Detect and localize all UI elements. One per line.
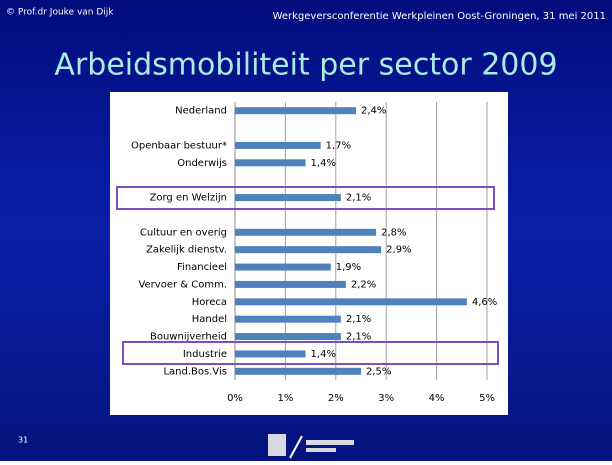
bar <box>235 280 346 288</box>
y-tick-label: Onderwijs <box>177 158 227 169</box>
page-number: 31 <box>18 436 28 445</box>
data-label: 2,1% <box>346 314 371 325</box>
x-tick-label: 4% <box>429 393 445 404</box>
bar <box>235 246 382 254</box>
highlight-box <box>116 186 495 210</box>
bar <box>235 298 467 306</box>
y-tick-label: Handel <box>192 314 227 325</box>
bar <box>235 333 341 341</box>
y-tick-label: Zakelijk dienstv. <box>146 245 227 256</box>
header-right: Werkgeversconferentie Werkpleinen Oost-G… <box>273 11 606 22</box>
data-label: 2,8% <box>381 227 406 238</box>
bar <box>235 141 321 149</box>
data-label: 2,1% <box>346 332 371 343</box>
y-tick-label: Nederland <box>175 106 227 117</box>
data-label: 1,9% <box>336 262 361 273</box>
bar <box>235 367 361 375</box>
data-label: 2,4% <box>361 106 386 117</box>
y-tick-label: Financieel <box>177 262 227 273</box>
slide-title: Arbeidsmobiliteit per sector 2009 <box>54 48 557 83</box>
bar <box>235 228 377 236</box>
data-label: 2,9% <box>386 245 411 256</box>
data-label: 4,6% <box>472 297 497 308</box>
bar <box>235 159 306 167</box>
y-tick-label: Land.Bos.Vis <box>163 366 227 377</box>
data-label: 1,4% <box>311 158 336 169</box>
bar <box>235 107 356 115</box>
x-tick-label: 2% <box>328 393 344 404</box>
bar <box>235 263 331 271</box>
data-label: 1,7% <box>326 140 351 151</box>
y-tick-label: Vervoer & Comm. <box>138 279 227 290</box>
bar <box>235 315 341 323</box>
x-tick-label: 5% <box>479 393 495 404</box>
logo <box>268 434 354 459</box>
bar <box>235 350 306 358</box>
data-label: 2,2% <box>351 279 376 290</box>
header-left: © Prof.dr Jouke van Dijk <box>6 8 114 18</box>
y-tick-label: Industrie <box>183 349 227 360</box>
data-label: 2,5% <box>366 366 391 377</box>
x-tick-label: 0% <box>227 393 243 404</box>
y-tick-label: Horeca <box>192 297 227 308</box>
chart: 0% 1% 2% 3% 4% 5% Nederland 2,4% Openbaar bestuu… <box>131 102 497 404</box>
y-tick-label: Zorg en Welzijn <box>150 193 227 204</box>
data-label: 1,4% <box>311 349 336 360</box>
y-tick-label: Bouwnijverheid <box>150 332 227 343</box>
highlight-box <box>122 341 499 365</box>
y-tick-label: Cultuur en overig <box>140 227 227 238</box>
bar <box>235 194 341 202</box>
data-label: 2,1% <box>346 193 371 204</box>
y-tick-label: Openbaar bestuur* <box>131 140 227 151</box>
x-tick-label: 1% <box>277 393 293 404</box>
x-tick-label: 3% <box>378 393 394 404</box>
